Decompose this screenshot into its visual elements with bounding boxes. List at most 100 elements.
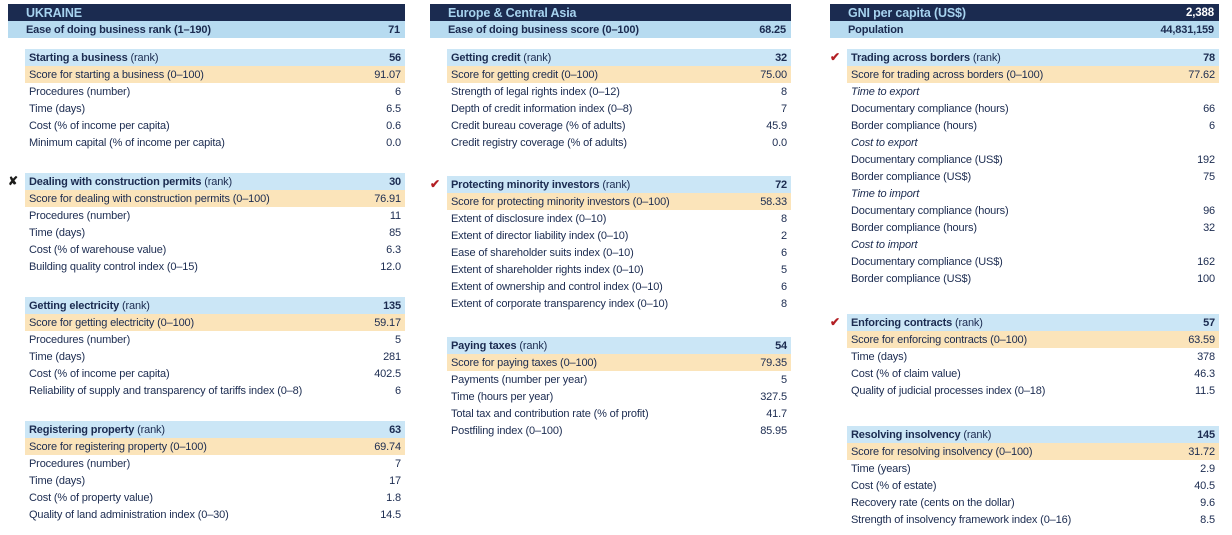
metric-row: Reliability of supply and transparency o…: [25, 382, 405, 399]
metric-value: 0.6: [386, 119, 401, 132]
topic-name: Paying taxes: [451, 339, 517, 352]
metric-label: Time (days): [29, 350, 86, 363]
topic-header-row: Trading across borders (rank) 78: [847, 49, 1219, 66]
metric-value: 8.5: [1200, 513, 1215, 526]
metric-row: Score for getting credit (0–100) 75.00: [447, 66, 791, 83]
topic-suffix: (rank): [119, 299, 150, 312]
metric-row: Cost (% of warehouse value) 6.3: [25, 241, 405, 258]
metric-value: 12.0: [380, 260, 401, 273]
metric-label: Procedures (number): [29, 85, 131, 98]
topic-name: Enforcing contracts: [851, 316, 953, 329]
topic-title: Protecting minority investors (rank): [451, 179, 630, 191]
metric-value: 2: [781, 229, 787, 242]
metric-row: Score for resolving insolvency (0–100) 31…: [847, 443, 1219, 460]
metric-row: Strength of legal rights index (0–12) 8: [447, 83, 791, 100]
metric-row: Score for starting a business (0–100) 91.…: [25, 66, 405, 83]
topic-header-row: Enforcing contracts (rank) 57: [847, 314, 1219, 331]
topic-title: Registering property (rank): [29, 424, 165, 436]
metric-value: 7: [781, 102, 787, 115]
metric-row: Score for protecting minority investors …: [447, 193, 791, 210]
topic-name: Protecting minority investors: [451, 178, 600, 191]
metric-value: 327.5: [760, 390, 787, 403]
metric-label: Score for getting electricity (0–100): [29, 316, 195, 329]
column-economy: UKRAINE Ease of doing business rank (1–19…: [8, 4, 405, 523]
metric-value: 69.74: [374, 440, 401, 453]
metric-value: 0.0: [772, 136, 787, 149]
metric-label: Credit registry coverage (% of adults): [451, 136, 627, 149]
metric-value: 5: [395, 333, 401, 346]
metric-value: 85.95: [760, 424, 787, 437]
metric-value: 2.9: [1200, 462, 1215, 475]
topic-rank-value: 72: [775, 178, 787, 191]
topic-rank-value: 135: [383, 299, 401, 312]
metric-label: Score for getting credit (0–100): [451, 68, 598, 81]
metric-value: 8: [781, 297, 787, 310]
metric-value: 6: [1209, 119, 1215, 132]
metric-row: Time to import: [847, 185, 1219, 202]
metric-label: Extent of ownership and control index (0…: [451, 280, 663, 293]
topic-name: Starting a business: [29, 51, 128, 64]
topic-suffix: (rank): [960, 428, 992, 441]
metric-row: Time (days) 85: [25, 224, 405, 241]
metric-value: 32: [1203, 221, 1215, 234]
metric-row: Score for dealing with construction perm…: [25, 190, 405, 207]
metric-label: Minimum capital (% of income per capita): [29, 136, 225, 149]
metric-row: Documentary compliance (hours) 96: [847, 202, 1219, 219]
metric-label: Score for paying taxes (0–100): [451, 356, 597, 369]
metric-row: Time to export: [847, 83, 1219, 100]
topic-name: Getting electricity: [29, 299, 120, 312]
topic-rank-value: 145: [1197, 428, 1215, 441]
header-bar: Europe & Central Asia: [430, 4, 791, 21]
metric-label: Border compliance (hours): [851, 221, 977, 234]
metric-row: Procedures (number) 6: [25, 83, 405, 100]
metric-row: Score for getting electricity (0–100) 59.…: [25, 314, 405, 331]
metric-row: Time (days) 378: [847, 348, 1219, 365]
metric-label: Documentary compliance (hours): [851, 102, 1009, 115]
summary-row-value: 68.25: [759, 23, 786, 36]
metric-value: 45.9: [766, 119, 787, 132]
metric-value: 7: [395, 457, 401, 470]
metric-value: 85: [389, 226, 401, 239]
metric-label: Score for starting a business (0–100): [29, 68, 204, 81]
topic-name: Resolving insolvency: [851, 428, 961, 441]
metric-label: Reliability of supply and transparency o…: [29, 384, 303, 397]
summary-row-value: 71: [388, 23, 400, 36]
topic-suffix: (rank): [134, 423, 165, 436]
metric-label: Score for registering property (0–100): [29, 440, 207, 453]
header-bar-label: UKRAINE: [26, 5, 82, 20]
metric-row: Score for paying taxes (0–100) 79.35: [447, 354, 791, 371]
metric-value: 8: [781, 212, 787, 225]
metric-value: 402.5: [374, 367, 401, 380]
metric-label: Score for enforcing contracts (0–100): [851, 333, 1028, 346]
metric-label: Score for dealing with construction perm…: [29, 192, 270, 205]
metric-value: 6: [395, 85, 401, 98]
metric-value: 9.6: [1200, 496, 1215, 509]
topic-title: Starting a business (rank): [29, 51, 159, 64]
topic-header-row: Starting a business (rank) 56: [25, 49, 405, 66]
topic-header-row: Protecting minority investors (rank) 72: [447, 176, 791, 193]
topic-header-row: Getting credit (rank) 32: [447, 49, 791, 66]
metric-value: 31.72: [1188, 445, 1215, 458]
metric-value: 77.62: [1188, 68, 1215, 81]
metric-row: Procedures (number) 5: [25, 331, 405, 348]
metric-row: Extent of ownership and control index (0…: [447, 278, 791, 295]
check-icon: ✔: [830, 315, 840, 329]
section-enforcing-contracts: ✔ Enforcing contracts (rank) 57 Score for e…: [830, 314, 1219, 399]
metric-row: Procedures (number) 7: [25, 455, 405, 472]
metric-row: Documentary compliance (US$) 162: [847, 253, 1219, 270]
metric-row: Cost to import: [847, 236, 1219, 253]
metric-row: Minimum capital (% of income per capita)…: [25, 134, 405, 151]
header-bar: GNI per capita (US$) 2,388: [830, 4, 1219, 21]
metric-label: Documentary compliance (US$): [851, 153, 1003, 166]
metric-row: Cost (% of estate) 40.5: [847, 477, 1219, 494]
metric-label: Quality of land administration index (0–…: [29, 508, 229, 521]
check-icon: ✔: [830, 50, 840, 64]
metric-label: Total tax and contribution rate (% of pr…: [451, 407, 649, 420]
metric-label: Time (days): [29, 474, 86, 487]
topic-header-row: Getting electricity (rank) 135: [25, 297, 405, 314]
metric-row: Postfiling index (0–100) 85.95: [447, 422, 791, 439]
topic-rank-value: 56: [389, 51, 401, 64]
metric-label: Credit bureau coverage (% of adults): [451, 119, 626, 132]
metric-label: Building quality control index (0–15): [29, 260, 198, 273]
topic-header-row: Paying taxes (rank) 54: [447, 337, 791, 354]
